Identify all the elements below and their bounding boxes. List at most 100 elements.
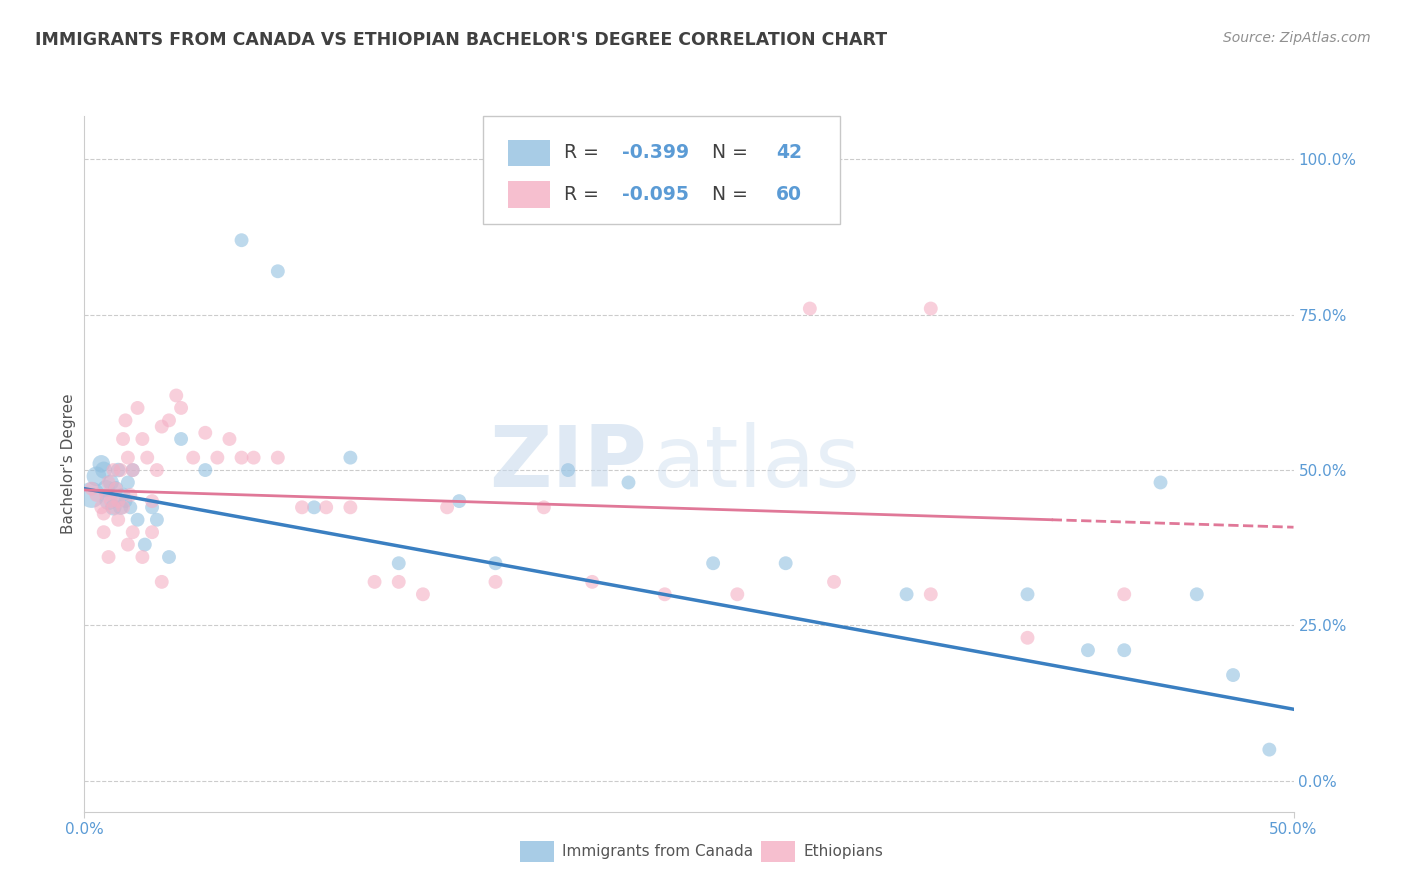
Point: [242, 450, 264, 465]
Point: [100, 494, 122, 508]
Point: [146, 513, 169, 527]
Point: [1017, 587, 1039, 601]
Point: [120, 488, 142, 502]
Point: [150, 574, 173, 589]
Point: [157, 413, 180, 427]
Point: [117, 450, 139, 465]
Point: [157, 549, 180, 564]
Point: [533, 500, 555, 515]
Bar: [520, 841, 554, 862]
Point: [114, 413, 136, 427]
Point: [97, 549, 120, 564]
Point: [107, 494, 129, 508]
Point: [141, 500, 163, 515]
Point: [775, 556, 797, 570]
Text: Immigrants from Canada: Immigrants from Canada: [562, 844, 754, 859]
Point: [363, 574, 385, 589]
Point: [131, 432, 153, 446]
Point: [100, 475, 122, 490]
Text: R =: R =: [564, 185, 605, 204]
Point: [131, 549, 153, 564]
Point: [1185, 587, 1208, 601]
Point: [339, 500, 361, 515]
Point: [93, 525, 115, 540]
Point: [725, 587, 748, 601]
Point: [920, 301, 942, 316]
Point: [127, 401, 149, 415]
Point: [207, 450, 229, 465]
Point: [1114, 587, 1136, 601]
Point: [146, 463, 169, 477]
Point: [94, 482, 117, 496]
Point: [94, 488, 117, 502]
Point: [134, 538, 156, 552]
Point: [114, 494, 136, 508]
Point: [218, 432, 240, 446]
Point: [557, 463, 579, 477]
Point: [97, 494, 120, 508]
Point: [1258, 742, 1281, 756]
Point: [231, 450, 253, 465]
Point: [136, 450, 159, 465]
Point: [112, 432, 135, 446]
Point: [150, 419, 173, 434]
Point: [103, 500, 125, 515]
Point: [117, 475, 139, 490]
Point: [93, 507, 115, 521]
Point: [86, 488, 108, 502]
Text: 60: 60: [776, 185, 801, 204]
Point: [112, 488, 135, 502]
Point: [107, 463, 129, 477]
Point: [267, 450, 290, 465]
Bar: [762, 841, 796, 862]
Point: [484, 574, 506, 589]
Point: [103, 500, 125, 515]
Point: [90, 457, 112, 471]
Point: [1017, 631, 1039, 645]
Text: N =: N =: [711, 144, 754, 162]
Text: -0.095: -0.095: [623, 185, 689, 204]
Text: R =: R =: [564, 144, 605, 162]
Text: -0.399: -0.399: [623, 144, 689, 162]
Point: [823, 574, 845, 589]
Point: [90, 500, 112, 515]
Text: ZIP: ZIP: [489, 422, 647, 506]
Point: [1114, 643, 1136, 657]
Point: [302, 500, 325, 515]
Point: [291, 500, 314, 515]
Point: [654, 587, 676, 601]
Point: [799, 301, 821, 316]
Text: 42: 42: [776, 144, 801, 162]
Point: [388, 556, 411, 570]
FancyBboxPatch shape: [484, 116, 841, 224]
Point: [267, 264, 290, 278]
Point: [121, 525, 143, 540]
Text: Source: ZipAtlas.com: Source: ZipAtlas.com: [1223, 31, 1371, 45]
Point: [702, 556, 724, 570]
Point: [104, 482, 127, 496]
Bar: [508, 181, 550, 208]
Point: [315, 500, 337, 515]
Text: Ethiopians: Ethiopians: [804, 844, 884, 859]
Point: [80, 482, 103, 496]
Point: [388, 574, 411, 589]
Point: [896, 587, 918, 601]
Point: [1149, 475, 1171, 490]
Y-axis label: Bachelor's Degree: Bachelor's Degree: [60, 393, 76, 534]
Point: [112, 500, 135, 515]
Point: [121, 463, 143, 477]
Point: [93, 463, 115, 477]
Point: [121, 463, 143, 477]
Point: [1222, 668, 1244, 682]
Point: [484, 556, 506, 570]
Point: [194, 463, 217, 477]
Point: [181, 450, 204, 465]
Point: [141, 525, 163, 540]
Point: [127, 513, 149, 527]
Point: [110, 463, 132, 477]
Point: [86, 469, 108, 483]
Point: [581, 574, 603, 589]
Point: [412, 587, 434, 601]
Point: [617, 475, 640, 490]
Point: [104, 482, 127, 496]
